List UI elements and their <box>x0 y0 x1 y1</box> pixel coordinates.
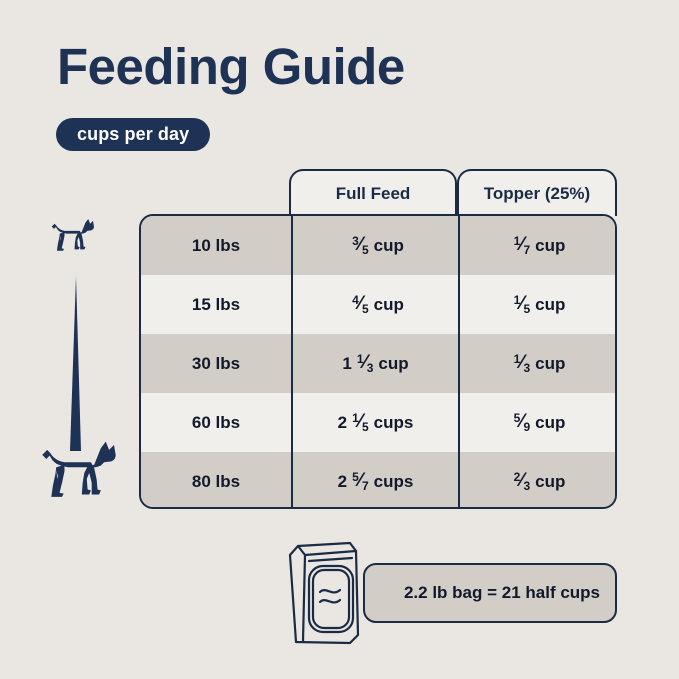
table-row: 80 lbs 2 5 ⁄ 7 cups 2 ⁄ 3 cup <box>141 452 615 507</box>
cell-topper: 2 ⁄ 3 cup <box>458 452 614 507</box>
topper-unit: cup <box>535 471 566 491</box>
topper-numerator: 1 <box>513 233 521 248</box>
topper-numerator: 1 <box>513 292 521 307</box>
topper-unit: cup <box>535 353 566 373</box>
full-feed-unit: cups <box>373 471 414 491</box>
dog-size-scale <box>38 218 134 510</box>
cell-weight: 60 lbs <box>191 412 241 432</box>
topper-denominator: 3 <box>523 360 531 375</box>
dog-silhouette-large-icon <box>38 440 124 511</box>
cell-weight: 10 lbs <box>191 235 241 255</box>
cell-topper: 1 ⁄ 3 cup <box>458 334 614 393</box>
subtitle-pill-badge: cups per day <box>56 118 211 151</box>
topper-unit: cup <box>535 294 566 314</box>
table-row: 15 lbs 4 ⁄ 5 cup 1 ⁄ 5 cup <box>141 275 615 334</box>
full-feed-numerator: 1 <box>356 351 364 366</box>
topper-denominator: 3 <box>523 478 531 493</box>
full-feed-unit: cup <box>373 294 404 314</box>
food-bag-icon <box>276 539 376 652</box>
page-title: Feeding Guide <box>57 38 405 95</box>
cell-full-feed: 1 1 ⁄ 3 cup <box>291 334 458 393</box>
full-feed-whole: 2 <box>337 412 348 432</box>
feeding-table-body: 10 lbs 3 ⁄ 5 cup 1 ⁄ 7 cup 15 lbs 4 ⁄ 5 cup 1 ⁄ 5 cu… <box>139 214 617 509</box>
full-feed-denominator: 3 <box>366 360 374 375</box>
cell-full-feed: 2 1 ⁄ 5 cups <box>291 393 458 452</box>
full-feed-denominator: 7 <box>361 478 369 493</box>
cell-weight: 30 lbs <box>191 353 241 373</box>
column-header-topper-label: Topper (25%) <box>483 183 591 203</box>
table-row: 60 lbs 2 1 ⁄ 5 cups 5 ⁄ 9 cup <box>141 393 615 452</box>
cell-full-feed: 3 ⁄ 5 cup <box>291 216 458 275</box>
feeding-table: Full Feed Topper (25%) 10 lbs 3 ⁄ 5 cup 1 ⁄ 7… <box>139 169 617 509</box>
cell-topper: 1 ⁄ 7 cup <box>458 216 614 275</box>
full-feed-unit: cup <box>373 235 404 255</box>
full-feed-denominator: 5 <box>361 301 369 316</box>
cell-weight: 80 lbs <box>191 471 241 491</box>
full-feed-whole: 1 <box>342 353 352 373</box>
topper-unit: cup <box>535 235 566 255</box>
cell-full-feed: 4 ⁄ 5 cup <box>291 275 458 334</box>
full-feed-numerator: 4 <box>352 292 359 307</box>
full-feed-numerator: 3 <box>352 233 359 248</box>
column-header-full-feed: Full Feed <box>289 169 457 216</box>
full-feed-numerator: 1 <box>352 410 359 425</box>
bag-callout-text: 2.2 lb bag = 21 half cups <box>403 583 601 602</box>
full-feed-whole: 2 <box>337 471 348 491</box>
topper-denominator: 5 <box>523 301 531 316</box>
topper-numerator: 5 <box>513 410 521 425</box>
full-feed-unit: cups <box>373 412 414 432</box>
topper-unit: cup <box>535 412 566 432</box>
bag-callout: 2.2 lb bag = 21 half cups <box>276 539 617 647</box>
dog-silhouette-small-icon <box>50 218 98 261</box>
topper-denominator: 9 <box>523 419 531 434</box>
cell-topper: 5 ⁄ 9 cup <box>458 393 614 452</box>
table-row: 10 lbs 3 ⁄ 5 cup 1 ⁄ 7 cup <box>141 216 615 275</box>
cell-topper: 1 ⁄ 5 cup <box>458 275 614 334</box>
full-feed-denominator: 5 <box>361 419 369 434</box>
full-feed-numerator: 5 <box>352 469 359 484</box>
cell-full-feed: 2 5 ⁄ 7 cups <box>291 452 458 507</box>
column-header-full-feed-label: Full Feed <box>335 183 411 203</box>
bag-callout-banner: 2.2 lb bag = 21 half cups <box>363 563 617 623</box>
table-row: 30 lbs 1 1 ⁄ 3 cup 1 ⁄ 3 cup <box>141 334 615 393</box>
cell-weight: 15 lbs <box>191 294 241 314</box>
size-scale-wedge-icon <box>66 276 86 459</box>
topper-numerator: 1 <box>513 351 521 366</box>
full-feed-denominator: 5 <box>361 242 369 257</box>
topper-denominator: 7 <box>523 242 531 257</box>
column-header-topper: Topper (25%) <box>457 169 617 216</box>
topper-numerator: 2 <box>513 469 521 484</box>
subtitle-pill-label: cups per day <box>77 124 190 144</box>
full-feed-unit: cup <box>378 353 409 373</box>
